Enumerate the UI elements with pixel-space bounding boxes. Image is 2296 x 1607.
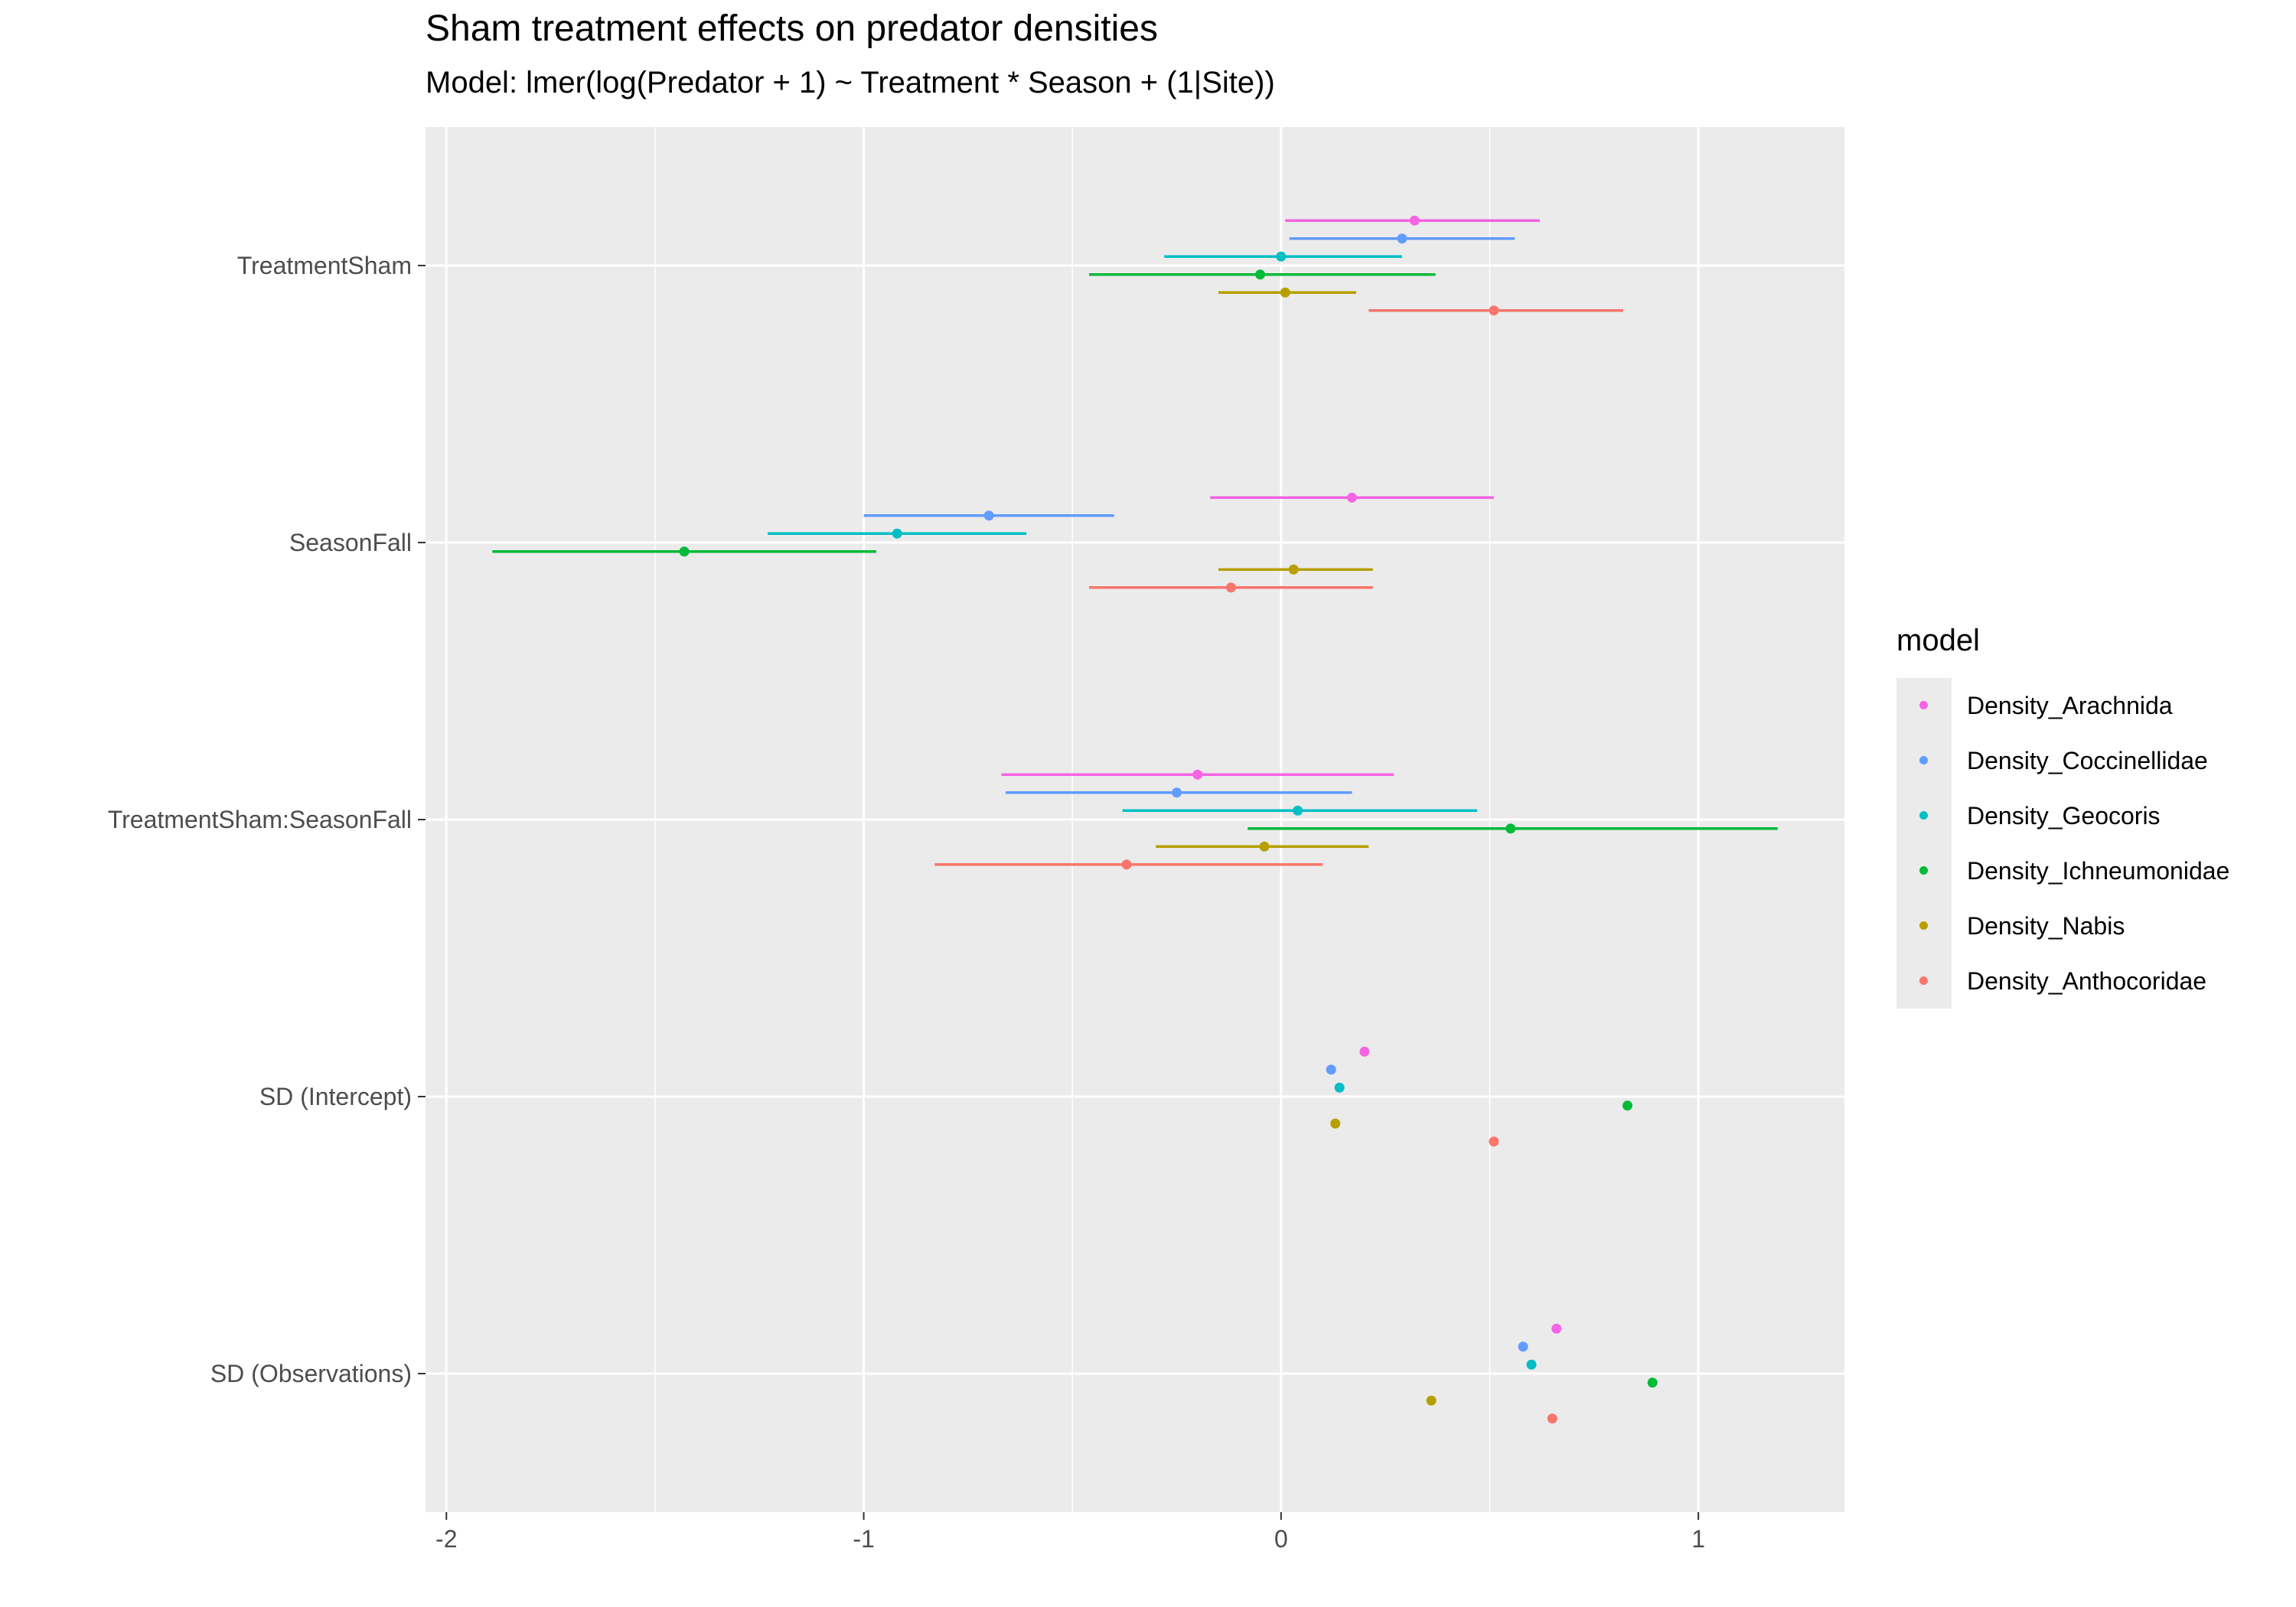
legend-label: Density_Coccinellidae [1967,747,2208,774]
point [1172,787,1182,798]
legend-key [1896,953,1952,1009]
legend-key [1896,678,1952,733]
legend-dot [1919,976,1928,985]
point [1276,251,1287,262]
point [1121,859,1132,870]
legend-label: Density_Arachnida [1967,692,2173,719]
legend-title: model [1896,624,1980,657]
legend: model Density_Arachnida Density_Coccinell… [1896,624,2229,1009]
legend-dot [1919,866,1928,875]
legend-key [1896,843,1952,898]
point [1259,841,1270,852]
y-tick-label: SD (Observations) [210,1360,412,1387]
legend-dot [1919,756,1928,764]
point [1409,215,1420,226]
point [1518,1341,1528,1352]
point [1288,564,1299,575]
legend-dot [1919,921,1928,930]
point [1330,1118,1341,1129]
point [1225,582,1236,593]
legend-dot [1919,811,1928,820]
point [1489,1136,1499,1147]
point [1647,1377,1658,1388]
legend-dot [1919,701,1928,709]
point [892,528,902,539]
point [1505,823,1516,834]
legend-label: Density_Geocoris [1967,802,2161,830]
legend-key [1896,733,1952,788]
x-tick-label: -2 [435,1525,457,1553]
legend-key-column [1896,678,1952,1009]
legend-label: Density_Ichneumonidae [1967,857,2230,885]
point [1547,1413,1557,1424]
point [1397,233,1407,244]
legend-key [1896,788,1952,843]
point [1255,269,1266,280]
y-tick-label: TreatmentSham:SeasonFall [108,806,412,833]
legend-label: Density_Anthocoridae [1967,967,2207,995]
point [1293,805,1303,816]
point [1622,1100,1632,1111]
point [1192,769,1203,780]
point [1326,1064,1336,1075]
point [1426,1395,1437,1406]
chart-title: Sham treatment effects on predator densi… [426,8,1158,49]
point [1334,1082,1345,1093]
chart-subtitle: Model: lmer(log(Predator + 1) ~ Treatmen… [426,66,1275,99]
point [983,510,994,521]
x-tick-label: -1 [853,1525,874,1553]
point [679,546,690,557]
legend-label-column: Density_Arachnida Density_Coccinellidae De… [1967,678,2229,1009]
x-tick-label: 1 [1691,1525,1705,1553]
point [1551,1323,1562,1334]
legend-label: Density_Nabis [1967,912,2125,940]
y-tick-label: SD (Intercept) [259,1083,412,1110]
y-tick-label: TreatmentSham [237,252,412,279]
point [1489,305,1499,316]
legend-key [1896,898,1952,953]
point [1359,1046,1370,1057]
x-tick-label: 0 [1274,1525,1288,1553]
point [1526,1359,1537,1370]
point [1280,287,1290,298]
y-tick-label: SeasonFall [289,529,412,556]
point [1347,492,1358,503]
